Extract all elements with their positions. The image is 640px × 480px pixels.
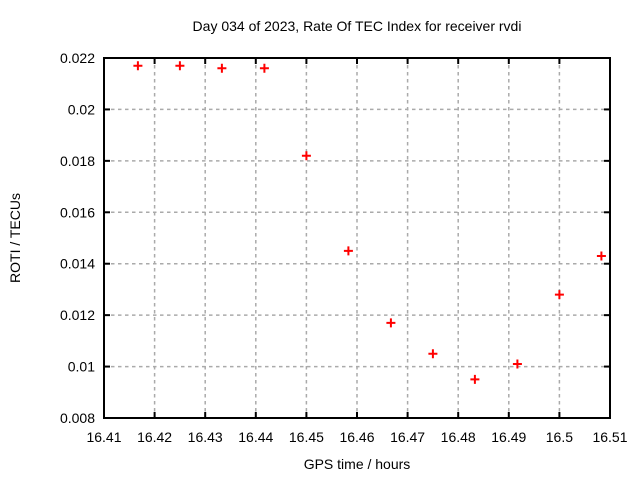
y-tick-label: 0.012: [60, 307, 95, 323]
y-tick-label: 0.014: [60, 256, 95, 272]
data-point-marker: [470, 374, 480, 384]
x-tick-label: 16.47: [390, 429, 425, 445]
data-point-marker: [217, 63, 227, 73]
x-tick-label: 16.48: [441, 429, 476, 445]
data-point-marker: [175, 61, 185, 71]
data-point-marker: [554, 290, 564, 300]
data-point-marker: [512, 359, 522, 369]
y-tick-label: 0.008: [60, 410, 95, 426]
x-tick-label: 16.49: [491, 429, 526, 445]
x-tick-label: 16.44: [238, 429, 273, 445]
data-point-marker: [259, 63, 269, 73]
plot-border: [103, 57, 611, 419]
y-tick-label: 0.02: [68, 101, 95, 117]
x-tick-label: 16.5: [546, 429, 573, 445]
data-point-marker: [301, 151, 311, 161]
data-point-marker: [428, 349, 438, 359]
data-point-marker: [596, 251, 606, 261]
x-axis-label: GPS time / hours: [303, 456, 411, 472]
y-tick-label: 0.01: [68, 359, 95, 375]
chart-title: Day 034 of 2023, Rate Of TEC Index for r…: [192, 18, 522, 34]
y-tick-label: 0.022: [60, 50, 95, 66]
data-point-marker: [133, 61, 143, 71]
data-point-marker: [343, 246, 353, 256]
x-tick-label: 16.42: [137, 429, 172, 445]
x-tick-label: 16.45: [289, 429, 324, 445]
x-tick-label: 16.41: [86, 429, 121, 445]
y-tick-label: 0.018: [60, 153, 95, 169]
x-tick-label: 16.43: [188, 429, 223, 445]
x-tick-label: 16.46: [339, 429, 374, 445]
x-tick-label: 16.51: [592, 429, 627, 445]
y-tick-label: 0.016: [60, 204, 95, 220]
data-point-marker: [386, 318, 396, 328]
